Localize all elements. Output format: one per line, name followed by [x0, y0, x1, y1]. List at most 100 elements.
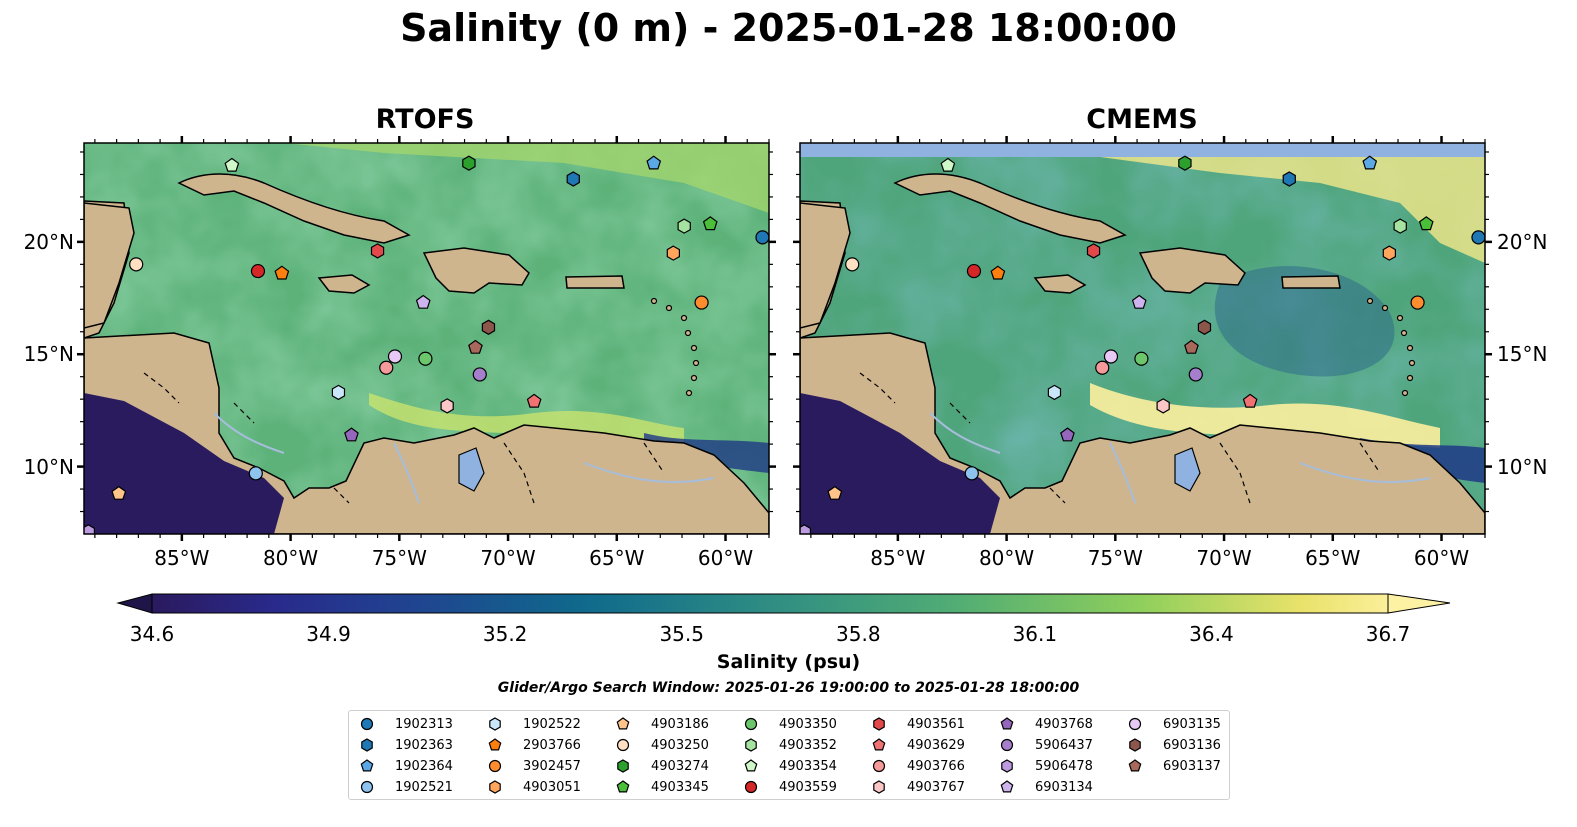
float-marker-1902364: [646, 155, 662, 170]
country-borders: [859, 372, 1381, 504]
legend-label: 1902521: [395, 779, 453, 795]
legend-entry-1902522: 1902522: [483, 714, 581, 734]
float-marker-6903134: [1131, 294, 1147, 309]
saline-caribbean-band: [369, 393, 684, 443]
colorbar-over-extension: [1387, 593, 1451, 614]
float-marker-4903767: [440, 398, 454, 414]
float-marker-4903352: [677, 218, 691, 234]
float-marker-5906478: [84, 524, 95, 534]
pacific-ocean-mask: [84, 393, 284, 534]
float-marker-4903767: [1156, 398, 1170, 414]
float-marker-4903768: [1060, 427, 1075, 442]
legend-label: 5906437: [1035, 737, 1093, 753]
float-marker-4903051: [666, 245, 681, 261]
pacific-ocean-mask: [800, 393, 1000, 534]
circle-marker-icon: [1128, 717, 1142, 731]
legend-entry-4903186: 4903186: [611, 714, 709, 734]
float-marker-6903137: [1184, 339, 1199, 354]
float-legend: 1902313 1902363 1902364 1902521 1902522 29037…: [348, 710, 1230, 800]
legend-label: 4903768: [1035, 716, 1093, 732]
hexagon-marker-icon: [873, 717, 885, 731]
float-marker-1902522: [1047, 384, 1062, 401]
country-borders: [143, 372, 665, 504]
float-marker-4903766: [379, 360, 394, 375]
pentagon-marker-icon: [1128, 759, 1142, 772]
map-panel-cmems: [800, 143, 1485, 534]
legend-entry-6903135: 6903135: [1123, 714, 1221, 734]
legend-label: 6903135: [1163, 716, 1221, 732]
land: [84, 173, 769, 534]
fresh-eastern-pool: [1214, 266, 1395, 377]
legend-entry-2903766: 2903766: [483, 735, 581, 755]
legend-entry-4903250: 4903250: [611, 735, 709, 755]
legend-entry-6903136: 6903136: [1123, 735, 1221, 755]
rivers: [929, 412, 1431, 504]
legend-entry-6903134: 6903134: [995, 777, 1093, 797]
float-marker-4903274: [462, 155, 476, 171]
float-marker-1902521: [248, 466, 263, 481]
colorbar-tick-label: 36.1: [1012, 622, 1058, 646]
legend-label: 5906478: [1035, 758, 1093, 774]
float-marker-3902457: [694, 295, 709, 310]
jamaica-island: [317, 274, 371, 294]
cuba-island: [893, 173, 1127, 244]
float-marker-4903250: [845, 257, 860, 272]
float-marker-1902522: [331, 384, 346, 401]
figure-title: Salinity (0 m) - 2025-01-28 18:00:00: [400, 6, 1177, 50]
pentagon-marker-icon: [488, 738, 502, 751]
float-marker-4903345: [1418, 216, 1434, 231]
y-tick-label: 10°N: [1497, 454, 1548, 479]
legend-entry-5906437: 5906437: [995, 735, 1093, 755]
legend-entry-4903561: 4903561: [867, 714, 965, 734]
x-tick-label: 65°W: [1305, 546, 1361, 570]
float-marker-6903134: [415, 294, 431, 309]
hexagon-marker-icon: [361, 738, 373, 752]
colorbar-tick-label: 35.2: [482, 622, 528, 646]
legend-entry-4903354: 4903354: [739, 756, 837, 776]
colorbar-tick-label: 36.4: [1189, 622, 1234, 646]
float-marker-4903250: [129, 257, 144, 272]
legend-label: 6903134: [1035, 779, 1093, 795]
legend-entry-4903274: 4903274: [611, 756, 709, 776]
x-tick-label: 70°W: [1196, 546, 1252, 570]
legend-label: 4903345: [651, 779, 709, 795]
colorbar-tick-label: 34.9: [306, 622, 351, 646]
jamaica-island: [1033, 274, 1087, 294]
legend-label: 3902457: [523, 758, 581, 774]
legend-entry-4903051: 4903051: [483, 777, 581, 797]
float-marker-6903136: [481, 319, 496, 335]
float-marker-1902363: [566, 171, 580, 187]
hexagon-marker-icon: [745, 738, 757, 752]
x-tick-label: 70°W: [480, 546, 536, 570]
lesser-antilles-chain: [650, 297, 700, 397]
saline-northeast-zone: [1100, 157, 1485, 263]
x-tick-label: 65°W: [589, 546, 645, 570]
colorbar: [116, 593, 1451, 614]
y-tick-label: 20°N: [23, 229, 74, 254]
x-tick-label: 85°W: [154, 546, 210, 570]
circle-marker-icon: [488, 759, 502, 773]
circle-marker-icon: [744, 780, 758, 794]
legend-label: 4903051: [523, 779, 581, 795]
legend-label: 4903561: [907, 716, 965, 732]
float-markers: [84, 155, 769, 534]
yucatan-peninsula: [800, 202, 851, 329]
legend-entry-6903137: 6903137: [1123, 756, 1221, 776]
legend-label: 4903352: [779, 737, 837, 753]
legend-label: 4903350: [779, 716, 837, 732]
x-tick-label: 85°W: [870, 546, 926, 570]
float-marker-4903766: [1095, 360, 1110, 375]
legend-entry-4903350: 4903350: [739, 714, 837, 734]
circle-marker-icon: [744, 717, 758, 731]
float-marker-5906478: [800, 524, 811, 534]
legend-entry-4903766: 4903766: [867, 756, 965, 776]
float-marker-4903350: [418, 351, 433, 366]
hexagon-marker-icon: [1001, 759, 1013, 773]
circle-marker-icon: [616, 738, 630, 752]
float-marker-6903136: [1197, 319, 1212, 335]
colorbar-gradient: [151, 593, 1389, 614]
legend-entry-4903559: 4903559: [739, 777, 837, 797]
map-panel-rtofs: [84, 143, 769, 534]
puerto-rico-island: [565, 275, 625, 289]
circle-marker-icon: [360, 780, 374, 794]
